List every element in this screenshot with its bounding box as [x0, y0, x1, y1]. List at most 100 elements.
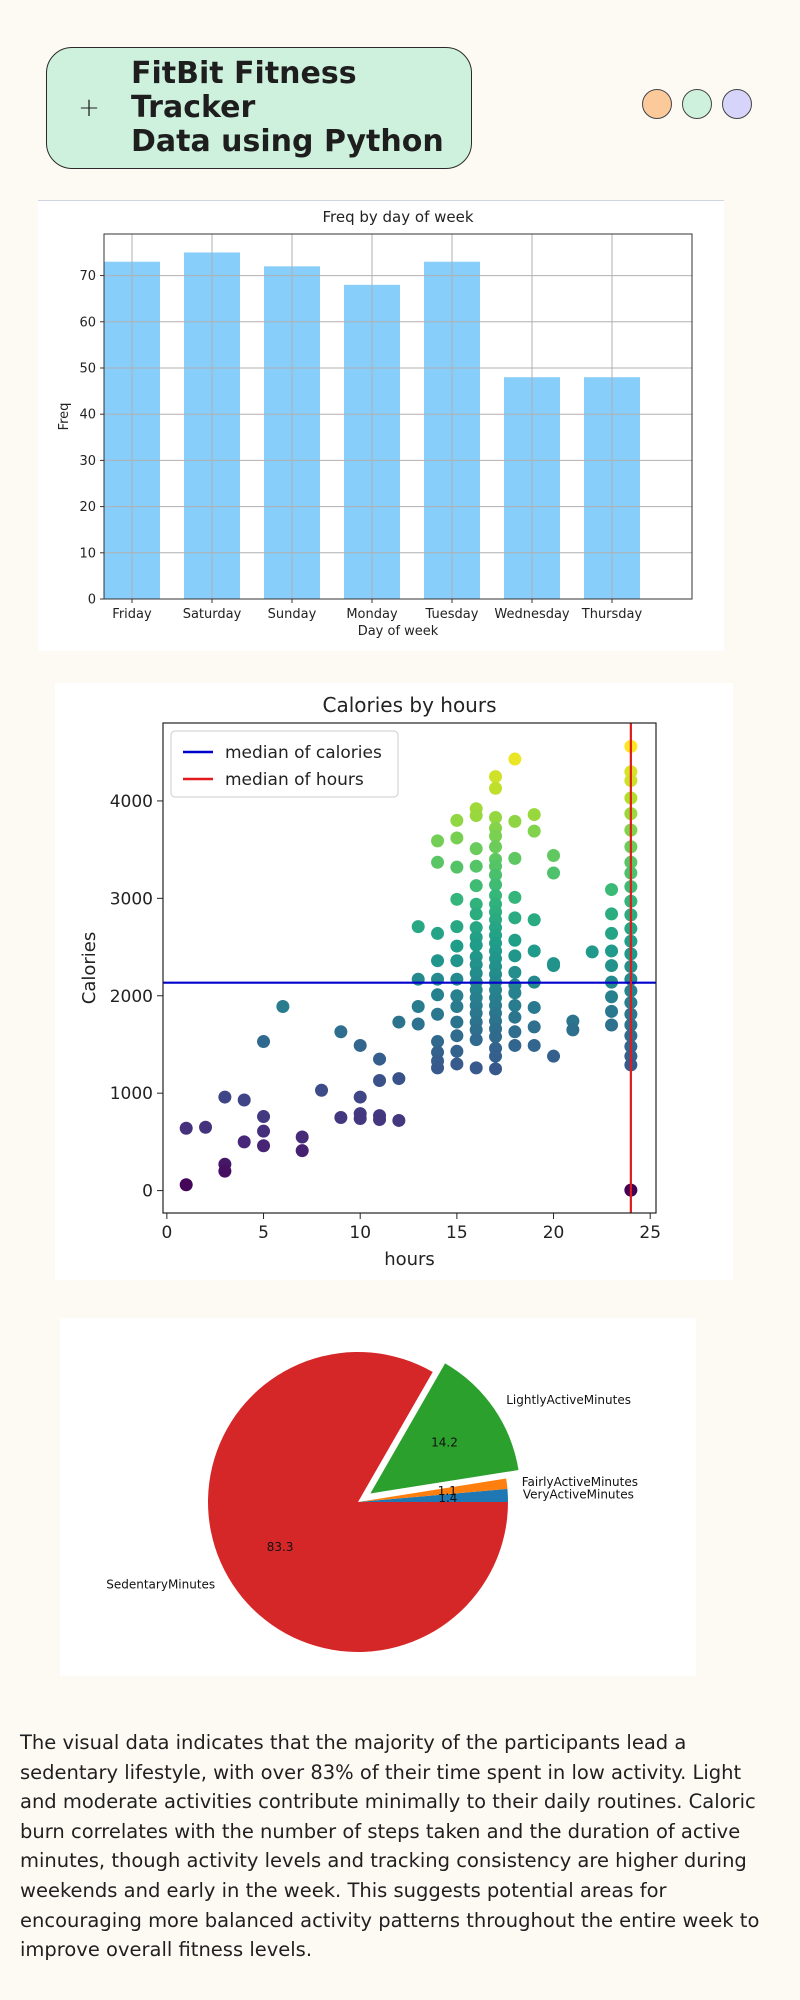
y-tick-label: 70: [79, 269, 96, 284]
scatter-point: [450, 954, 464, 968]
scatter-point: [315, 1083, 329, 1097]
scatter-point: [450, 831, 464, 845]
legend-box: [170, 730, 399, 798]
pie-slice-sedentaryminutes: [208, 1352, 509, 1652]
scatter-point: [431, 855, 445, 869]
x-tick-label: Monday: [346, 607, 398, 622]
scatter-point: [469, 1061, 483, 1075]
pie-value-label: 1.4: [438, 1491, 457, 1505]
bar-chart: Friday Saturday Sunday Monday Tuesday Wednesd…: [57, 208, 693, 639]
scatter-point: [469, 842, 483, 856]
plot-frame: [162, 722, 657, 1214]
scatter-point: [527, 808, 541, 822]
scatter-point: [508, 851, 522, 865]
scatter-point: [257, 1035, 271, 1049]
y-tick-label: 4000: [110, 792, 153, 812]
pie-chart: 1.4 VeryActiveMinutes 1.1 FairlyActiveMinut…: [106, 1352, 638, 1652]
scatter-point: [508, 890, 522, 904]
y-tick-label: 3000: [110, 889, 153, 909]
scatter-point: [489, 840, 503, 854]
scatter-point: [450, 1015, 464, 1029]
scatter-point: [431, 834, 445, 848]
scatter-point: [527, 944, 541, 958]
pie-category-label: FairlyActiveMinutes: [522, 1475, 638, 1489]
scatter-point: [508, 752, 522, 766]
scatter-point: [508, 999, 522, 1013]
scatter-point: [489, 878, 503, 892]
scatter-point: [257, 1139, 271, 1153]
orange-dot[interactable]: [642, 89, 672, 119]
pie-value-label: 1.1: [438, 1484, 457, 1498]
scatter-point: [431, 954, 445, 968]
summary-text: The visual data indicates that the major…: [20, 1731, 760, 1962]
scatter-point: [431, 926, 445, 940]
scatter-chart-panel: 0 5 10 15 20 25 0 1000 2000 3000 4000 Calories by h…: [55, 683, 733, 1280]
title-card: + FitBit Fitness Tracker Data using Pyth…: [46, 47, 472, 169]
scatter-point: [179, 1178, 193, 1192]
y-tick-label: 2000: [110, 987, 153, 1007]
scatter-point: [469, 921, 483, 935]
scatter-point: [547, 866, 561, 880]
scatter-point: [411, 1017, 425, 1031]
scatter-point: [450, 920, 464, 934]
scatter-point: [373, 1112, 387, 1126]
scatter-point: [469, 879, 483, 893]
scatter-point: [605, 883, 619, 897]
scatter-point: [450, 999, 464, 1013]
scatter-point: [450, 892, 464, 906]
scatter-point: [469, 938, 483, 952]
pie-category-label: SedentaryMinutes: [106, 1578, 215, 1592]
scatter-point: [353, 1090, 367, 1104]
scatter-point: [508, 1010, 522, 1024]
scatter-point: [489, 770, 503, 784]
scatter-point: [450, 1029, 464, 1043]
y-tick-label: 0: [88, 593, 96, 608]
scatter-point: [411, 999, 425, 1013]
scatter-point: [450, 1044, 464, 1058]
scatter-point: [199, 1120, 213, 1134]
scatter-point: [605, 990, 619, 1004]
scatter-point: [527, 1020, 541, 1034]
scatter-point: [508, 965, 522, 979]
scatter-point: [605, 959, 619, 973]
legend-label: median of hours: [225, 770, 364, 790]
title-line-2: Data using Python: [131, 124, 444, 159]
scatter-point: [508, 911, 522, 925]
pie-slice-fairlyactiveminutes: [358, 1478, 508, 1502]
pie-slice-veryactiveminutes: [358, 1488, 508, 1502]
scatter-point: [605, 1004, 619, 1018]
chart-title: Calories by hours: [323, 693, 497, 717]
scatter-point: [508, 933, 522, 947]
scatter-point: [527, 1000, 541, 1014]
purple-dot[interactable]: [722, 89, 752, 119]
y-axis-label: Freq: [57, 403, 72, 431]
y-tick-label: 40: [79, 408, 96, 423]
plot-frame: [103, 233, 693, 600]
scatter-point: [566, 1023, 580, 1037]
green-dot[interactable]: [682, 89, 712, 119]
scatter-point: [295, 1144, 309, 1158]
y-tick-label: 1000: [110, 1084, 153, 1104]
scatter-point: [489, 1030, 503, 1044]
scatter-point: [547, 957, 561, 971]
y-axis-label: Calories: [79, 932, 100, 1004]
scatter-point: [605, 1018, 619, 1032]
plot-area: [163, 723, 656, 1213]
scatter-point: [527, 1038, 541, 1052]
scatter-point: [489, 1049, 503, 1063]
scatter-point: [392, 1015, 406, 1029]
scatter-point: [489, 810, 503, 824]
x-tick-label: Tuesday: [425, 607, 479, 622]
x-tick-label: 15: [446, 1223, 468, 1243]
scatter-point: [450, 860, 464, 874]
plus-icon[interactable]: +: [78, 93, 100, 123]
pie-category-label: VeryActiveMinutes: [523, 1488, 634, 1502]
scatter-point: [527, 913, 541, 927]
scatter-point: [431, 1035, 445, 1049]
scatter-point: [489, 868, 503, 882]
x-tick-label: Friday: [112, 607, 152, 622]
scatter-point: [450, 813, 464, 827]
x-tick-label: Thursday: [581, 607, 643, 622]
scatter-point: [431, 1061, 445, 1075]
scatter-point: [489, 1062, 503, 1076]
